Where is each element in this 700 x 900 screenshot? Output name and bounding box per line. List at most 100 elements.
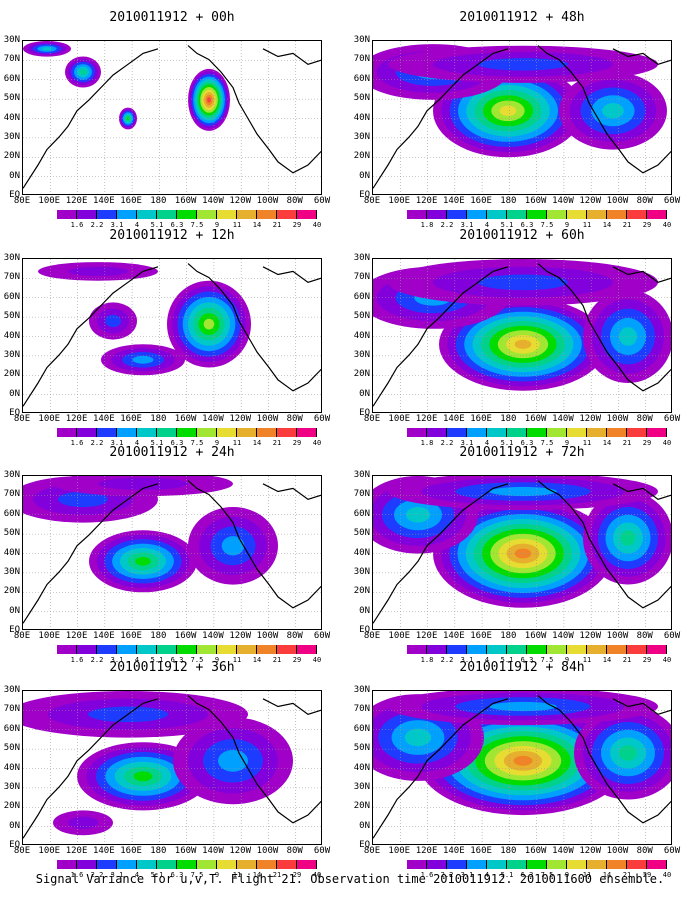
- colorbar-swatch: [527, 428, 547, 437]
- lon-tick-label: 120E: [415, 414, 438, 424]
- colorbar-label: 9: [564, 656, 570, 664]
- colorbar-swatch: [217, 860, 237, 869]
- colorbar-swatch: [487, 860, 507, 869]
- colorbar-swatch: [57, 428, 77, 437]
- colorbar-label: 9: [214, 871, 220, 879]
- colorbar-label: 2.2: [90, 439, 104, 447]
- colorbar-swatch: [237, 210, 257, 219]
- lon-tick-label: 160W: [524, 846, 547, 856]
- lat-tick-label: 30N: [3, 35, 20, 45]
- lat-tick-label: EQ: [359, 625, 370, 635]
- lon-tick-label: 120W: [579, 196, 602, 206]
- lat-tick-label: 20N: [353, 801, 370, 812]
- colorbar-swatch: [257, 210, 277, 219]
- variance-contour: [126, 116, 130, 121]
- colorbar-label: 14: [252, 439, 262, 447]
- colorbar-label: 3.1: [110, 871, 124, 879]
- colorbar-swatch: [277, 428, 297, 437]
- lat-tick-label: 30N: [3, 566, 20, 577]
- colorbar-label: 1.6: [70, 221, 84, 229]
- colorbar-label: 29: [642, 439, 652, 447]
- lon-tick-label: 160E: [120, 414, 142, 424]
- colorbar-label: 11: [232, 656, 242, 664]
- lon-tick-label: 160W: [524, 414, 547, 424]
- colorbar-swatch: [97, 860, 117, 869]
- variance-contour: [98, 477, 188, 490]
- lon-tick-label: 80E: [363, 846, 381, 856]
- colorbar-label: 3.1: [110, 656, 124, 664]
- lon-tick-label: 140E: [442, 846, 465, 856]
- colorbar-swatch: [257, 428, 277, 437]
- variance-contour: [135, 556, 151, 566]
- colorbar-swatch: [647, 210, 667, 219]
- colorbar-label: 11: [582, 221, 592, 229]
- colorbar-label: 4: [484, 221, 490, 229]
- variance-heatmap: [23, 41, 321, 194]
- panel-title: 2010011912 + 24h: [109, 445, 235, 460]
- colorbar-swatch: [567, 645, 587, 654]
- variance-contour: [105, 314, 121, 328]
- lon-tick-label: 140E: [92, 414, 115, 424]
- lat-tick-label: 30N: [353, 685, 370, 695]
- lat-tick-label: 60N: [353, 508, 370, 519]
- colorbar-label: 5.1: [500, 439, 514, 447]
- colorbar-label: 4: [134, 439, 140, 447]
- colorbar-swatch: [547, 860, 567, 869]
- colorbar-swatch: [527, 210, 547, 219]
- colorbar-swatch: [427, 428, 447, 437]
- variance-contour: [513, 755, 533, 766]
- variance-contour: [68, 266, 128, 276]
- colorbar-swatch: [647, 860, 667, 869]
- lat-tick-label: 40N: [353, 547, 370, 558]
- colorbar-swatch: [627, 860, 647, 869]
- colorbar-swatch: [407, 210, 427, 219]
- coastline: [187, 480, 321, 609]
- lon-tick-label: 120W: [229, 631, 252, 641]
- lat-tick-label: EQ: [9, 408, 20, 418]
- colorbar-swatch: [177, 860, 197, 869]
- lon-tick-label: 100E: [388, 846, 411, 856]
- lon-tick-label: 140W: [552, 631, 574, 641]
- lon-tick-label: 160E: [120, 846, 142, 856]
- colorbar-label: 9: [214, 221, 220, 229]
- colorbar-swatch: [197, 210, 217, 219]
- lat-tick-label: 60N: [353, 723, 370, 734]
- lat-tick-label: 40N: [3, 330, 20, 341]
- colorbar-label: 1.6: [70, 871, 84, 879]
- colorbar-label: 29: [292, 871, 302, 879]
- lon-tick-label: 80E: [13, 846, 31, 856]
- colorbar-swatch: [57, 860, 77, 869]
- colorbar-label: 40: [312, 656, 322, 664]
- colorbar-swatch: [297, 860, 317, 869]
- lon-tick-label: 180: [500, 846, 517, 856]
- lon-tick-label: 120W: [229, 196, 252, 206]
- lon-tick-label: 140E: [92, 196, 115, 206]
- colorbar-label: 11: [232, 871, 242, 879]
- colorbar-swatch: [97, 210, 117, 219]
- colorbar-swatch: [607, 428, 627, 437]
- lat-tick-label: 0N: [9, 820, 20, 831]
- lon-tick-label: 80W: [636, 846, 653, 856]
- lon-tick-label: 120E: [415, 846, 438, 856]
- colorbar-label: 21: [272, 221, 282, 229]
- colorbar-label: 3.1: [110, 439, 124, 447]
- colorbar-label: 11: [232, 221, 242, 229]
- lon-tick-label: 140E: [442, 414, 465, 424]
- colorbar-label: 7.5: [190, 439, 204, 447]
- colorbar-label: 21: [622, 656, 632, 664]
- lon-tick-label: 120W: [229, 846, 252, 856]
- panel-title: 2010011912 + 72h: [459, 445, 585, 460]
- lat-tick-label: 70N: [353, 54, 370, 65]
- lat-tick-label: 50N: [353, 93, 370, 104]
- lat-tick-label: 70N: [353, 272, 370, 283]
- colorbar-swatch: [117, 210, 137, 219]
- colorbar-swatch: [407, 645, 427, 654]
- colorbar-label: 3.1: [460, 221, 474, 229]
- lat-tick-label: 70N: [353, 489, 370, 500]
- lon-tick-label: 180: [500, 196, 517, 206]
- colorbar-label: 21: [622, 221, 632, 229]
- colorbar-swatch: [587, 860, 607, 869]
- lat-tick-label: 20N: [353, 151, 370, 162]
- variance-contour: [514, 339, 532, 349]
